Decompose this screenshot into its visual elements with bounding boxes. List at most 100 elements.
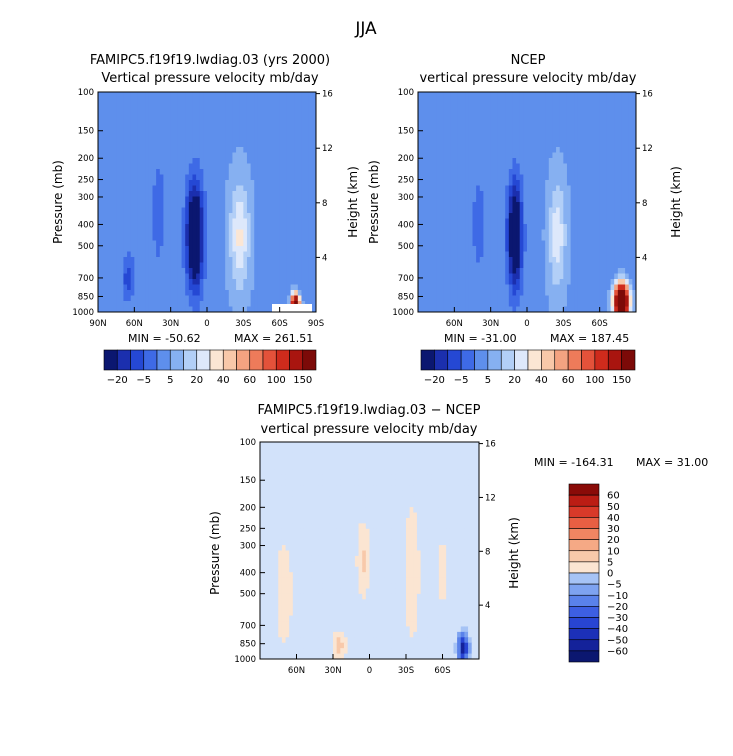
- field-cell: [625, 92, 630, 99]
- field-cell: [483, 97, 488, 104]
- field-cell: [621, 92, 626, 99]
- field-cell: [552, 218, 557, 225]
- field-cell: [439, 152, 445, 159]
- field-cell: [254, 119, 259, 126]
- field-cell: [210, 114, 215, 121]
- field-cell: [283, 141, 288, 148]
- field-cell: [610, 163, 615, 170]
- field-cell: [192, 174, 197, 181]
- field-cell: [479, 108, 484, 115]
- field-cell: [297, 273, 303, 280]
- field-cell: [577, 306, 583, 312]
- field-cell: [617, 136, 623, 143]
- field-cell: [286, 125, 292, 132]
- field-cell: [625, 97, 630, 104]
- field-cell: [574, 284, 579, 291]
- field-cell: [457, 158, 463, 165]
- field-cell: [465, 202, 470, 209]
- field-cell: [508, 213, 514, 220]
- field-cell: [112, 301, 117, 308]
- field-cell: [603, 284, 608, 291]
- field-cell: [490, 301, 495, 308]
- field-cell: [541, 163, 546, 170]
- field-cell: [105, 235, 110, 242]
- field-cell: [603, 191, 608, 198]
- field-cell: [425, 152, 430, 159]
- field-cell: [294, 130, 299, 137]
- field-cell: [606, 279, 612, 286]
- field-cell: [137, 279, 143, 286]
- field-cell: [487, 262, 492, 269]
- field-cell: [152, 268, 157, 275]
- field-cell: [450, 130, 455, 137]
- field-cell: [421, 213, 426, 220]
- field-cell: [519, 224, 524, 231]
- field-cell: [119, 273, 125, 280]
- field-cell: [145, 284, 150, 291]
- field-cell: [141, 207, 146, 214]
- field-cell: [312, 224, 316, 231]
- field-cell: [592, 229, 597, 236]
- field-cell: [239, 207, 244, 214]
- field-cell: [167, 301, 172, 308]
- field-cell: [228, 196, 234, 203]
- field-cell: [574, 257, 579, 264]
- field-cell: [232, 202, 237, 209]
- field-cell: [177, 136, 183, 143]
- field-cell: [527, 108, 532, 115]
- panel-model-min: MIN = -50.62: [128, 332, 201, 345]
- field-cell: [192, 114, 197, 121]
- field-cell: [305, 251, 310, 258]
- field-cell: [148, 97, 154, 104]
- field-cell: [537, 301, 543, 308]
- field-cell: [599, 169, 604, 176]
- field-cell: [145, 257, 150, 264]
- field-cell: [494, 273, 499, 280]
- field-cell: [599, 224, 604, 231]
- field-cell: [312, 290, 316, 297]
- field-cell: [527, 163, 532, 170]
- field-cell: [217, 257, 223, 264]
- field-cell: [454, 207, 459, 214]
- field-cell: [174, 119, 179, 126]
- field-cell: [254, 235, 259, 242]
- field-cell: [596, 136, 601, 143]
- field-cell: [541, 257, 546, 264]
- field-cell: [167, 152, 172, 159]
- field-cell: [436, 114, 441, 121]
- field-cell: [207, 97, 212, 104]
- field-cell: [199, 246, 204, 253]
- field-cell: [116, 174, 121, 181]
- field-cell: [292, 447, 298, 454]
- field-cell: [508, 240, 514, 247]
- field-cell: [519, 174, 524, 181]
- panel-model: FAMIPC5.f19f19.lwdiag.03 (yrs 2000) Vert…: [51, 53, 360, 345]
- field-cell: [574, 130, 579, 137]
- field-cell: [112, 97, 117, 104]
- field-cell: [210, 141, 215, 148]
- field-cell: [432, 240, 437, 247]
- field-cell: [243, 273, 248, 280]
- field-cell: [421, 147, 426, 154]
- field-cell: [257, 97, 263, 104]
- field-cell: [588, 174, 593, 181]
- field-cell: [468, 235, 474, 242]
- field-cell: [170, 251, 175, 258]
- field-cell: [312, 169, 316, 176]
- field-cell: [297, 158, 303, 165]
- field-cell: [170, 273, 175, 280]
- field-cell: [141, 191, 146, 198]
- field-cell: [283, 284, 288, 291]
- field-cell: [250, 97, 255, 104]
- field-cell: [268, 207, 273, 214]
- field-cell: [581, 207, 586, 214]
- field-cell: [621, 180, 626, 187]
- field-cell: [134, 306, 139, 312]
- field-cell: [127, 235, 132, 242]
- field-cell: [592, 169, 597, 176]
- field-cell: [301, 152, 306, 159]
- field-cell: [196, 92, 201, 99]
- field-cell: [632, 147, 636, 154]
- field-cell: [250, 224, 255, 231]
- field-cell: [610, 141, 615, 148]
